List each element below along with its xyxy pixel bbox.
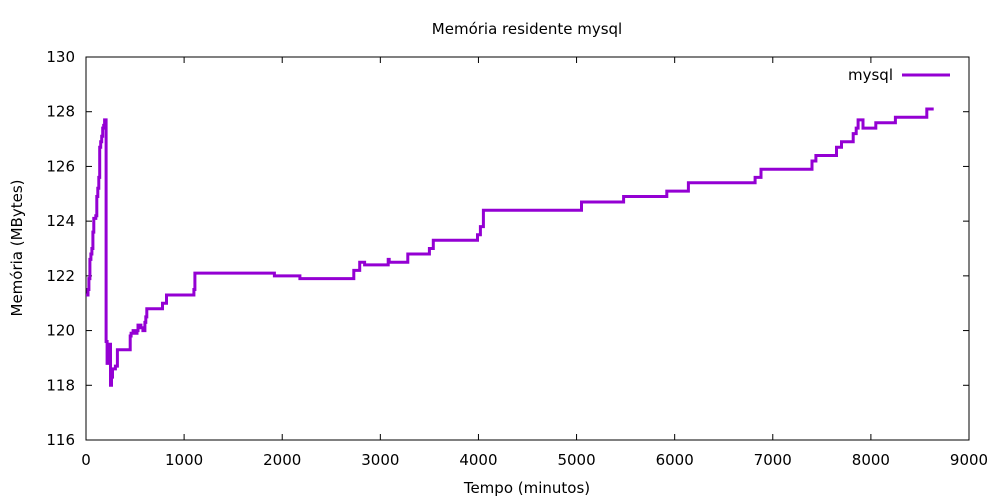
x-axis: 0 1000 2000 3000 4000 5000 6000 7000 8000 9000 (81, 57, 988, 469)
legend-label: mysql (848, 66, 893, 84)
legend: mysql (848, 66, 950, 84)
x-tick-label: 3000 (361, 451, 399, 469)
x-tick-label: 5000 (557, 451, 595, 469)
y-tick-label: 118 (46, 376, 75, 394)
y-tick-label: 128 (46, 103, 75, 121)
y-tick-label: 122 (46, 267, 75, 285)
y-tick-label: 126 (46, 157, 75, 175)
x-tick-label: 4000 (459, 451, 497, 469)
x-tick-label: 8000 (852, 451, 890, 469)
x-axis-label: Tempo (minutos) (463, 479, 590, 497)
x-tick-label: 1000 (165, 451, 203, 469)
chart-title: Memória residente mysql (432, 20, 622, 38)
x-tick-label: 7000 (754, 451, 792, 469)
y-tick-label: 130 (46, 48, 75, 66)
y-tick-label: 120 (46, 322, 75, 340)
x-tick-label: 2000 (263, 451, 301, 469)
x-tick-label: 6000 (656, 451, 694, 469)
x-tick-label: 0 (81, 451, 91, 469)
y-axis-label: Memória (MBytes) (8, 180, 26, 317)
y-tick-label: 116 (46, 431, 75, 449)
series-line-mysql (86, 107, 934, 387)
y-axis: 116 118 120 122 124 126 128 130 (46, 48, 969, 449)
plot-frame (85, 56, 970, 441)
y-tick-label: 124 (46, 212, 75, 230)
x-tick-label: 9000 (950, 451, 988, 469)
